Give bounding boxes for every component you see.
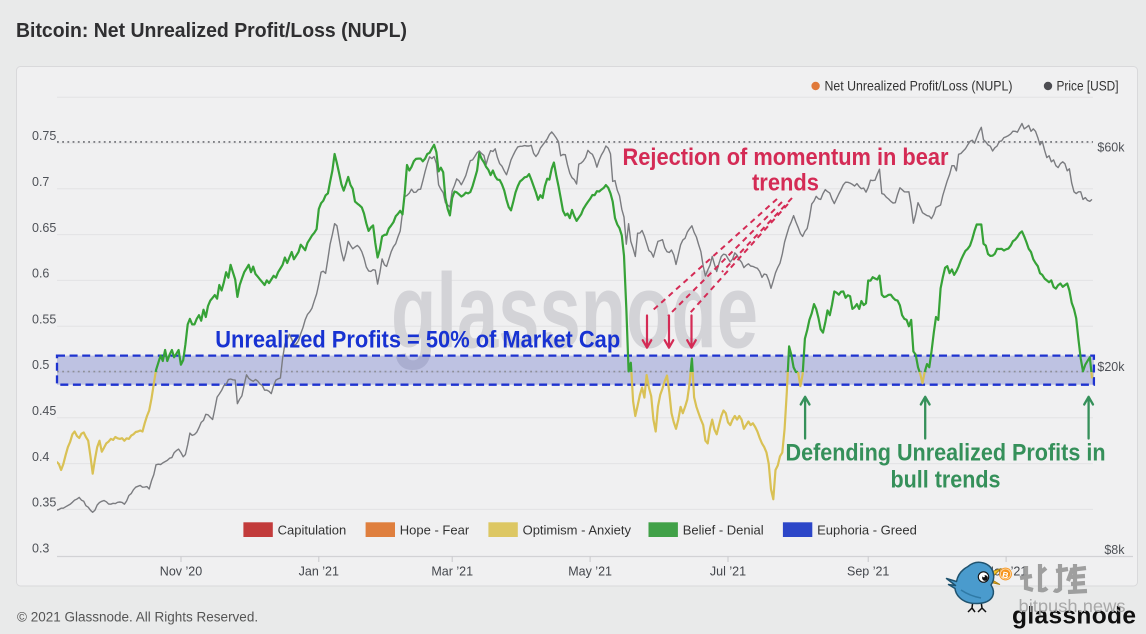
svg-text:Capitulation: Capitulation xyxy=(278,523,347,538)
svg-text:$8k: $8k xyxy=(1104,543,1125,557)
svg-text:0.6: 0.6 xyxy=(32,267,49,281)
svg-text:May ’21: May ’21 xyxy=(568,565,612,579)
svg-text:0.55: 0.55 xyxy=(32,312,56,326)
svg-text:Defending Unrealized Profits i: Defending Unrealized Profits in xyxy=(786,440,1106,467)
svg-text:glassnode: glassnode xyxy=(1012,603,1136,630)
svg-text:0.75: 0.75 xyxy=(32,129,56,143)
svg-text:0.45: 0.45 xyxy=(32,404,56,418)
svg-text:Net Unrealized Profit/Loss (NU: Net Unrealized Profit/Loss (NUPL) xyxy=(825,79,1013,94)
svg-text:Rejection of momentum in bear: Rejection of momentum in bear xyxy=(623,144,949,171)
svg-text:0.7: 0.7 xyxy=(32,175,49,189)
svg-text:0.35: 0.35 xyxy=(32,496,56,510)
svg-text:0.65: 0.65 xyxy=(32,221,56,235)
svg-text:trends: trends xyxy=(752,170,819,197)
svg-text:Optimism - Anxiety: Optimism - Anxiety xyxy=(523,523,632,538)
svg-text:B: B xyxy=(1001,569,1009,580)
svg-text:Jul ’21: Jul ’21 xyxy=(710,565,746,579)
svg-text:0.4: 0.4 xyxy=(32,450,49,464)
svg-text:$20k: $20k xyxy=(1097,360,1125,374)
svg-text:Sep ’21: Sep ’21 xyxy=(847,565,889,579)
svg-text:Unrealized Profits = 50% of Ma: Unrealized Profits = 50% of Market Cap xyxy=(215,327,620,354)
svg-text:Jan ’21: Jan ’21 xyxy=(299,565,339,579)
svg-text:Bitcoin: Net Unrealized Profit: Bitcoin: Net Unrealized Profit/Loss (NUP… xyxy=(16,19,407,42)
svg-text:Euphoria - Greed: Euphoria - Greed xyxy=(817,523,917,538)
svg-text:© 2021 Glassnode. All Rights R: © 2021 Glassnode. All Rights Reserved. xyxy=(17,610,258,625)
svg-text:bull trends: bull trends xyxy=(891,467,1001,494)
svg-text:0.5: 0.5 xyxy=(32,358,49,372)
svg-text:$60k: $60k xyxy=(1097,141,1125,155)
svg-text:0.3: 0.3 xyxy=(32,541,49,555)
svg-text:Mar ’21: Mar ’21 xyxy=(431,565,473,579)
svg-text:Nov ’20: Nov ’20 xyxy=(160,565,202,579)
svg-text:glassnode: glassnode xyxy=(391,253,758,371)
svg-text:Belief - Denial: Belief - Denial xyxy=(683,523,764,538)
svg-text:bitpush.news: bitpush.news xyxy=(1019,596,1126,616)
svg-text:Price [USD]: Price [USD] xyxy=(1057,79,1119,94)
svg-text:Hope - Fear: Hope - Fear xyxy=(400,523,470,538)
